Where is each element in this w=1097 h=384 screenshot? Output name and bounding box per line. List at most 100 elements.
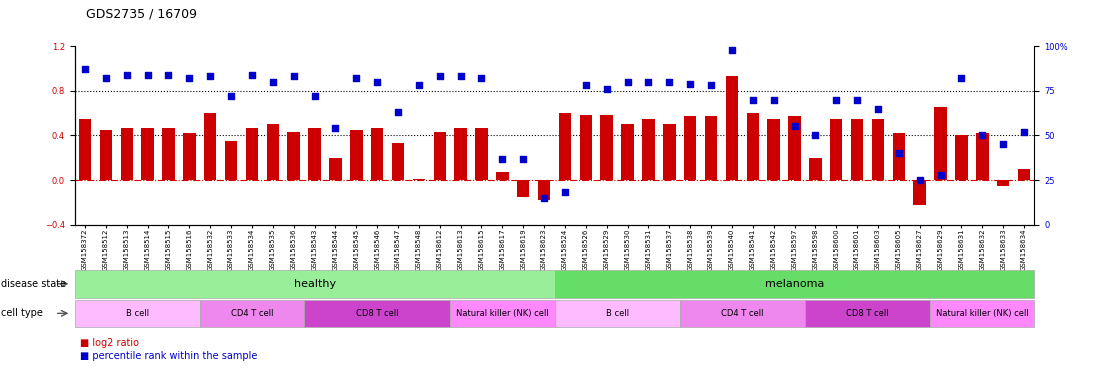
Bar — [412, 179, 426, 180]
Point — [181, 75, 199, 81]
Point — [514, 156, 532, 162]
Bar — [997, 180, 1009, 185]
Point — [577, 82, 595, 88]
Bar — [454, 127, 467, 180]
Point — [806, 132, 824, 139]
Bar — [746, 113, 759, 180]
Point — [994, 141, 1011, 147]
Bar — [496, 172, 509, 180]
Point — [848, 97, 866, 103]
Point — [765, 97, 782, 103]
Bar — [810, 158, 822, 180]
Point — [535, 195, 553, 201]
Point — [890, 150, 907, 156]
Bar — [79, 119, 91, 180]
Bar — [475, 127, 488, 180]
Bar — [1018, 169, 1030, 180]
Bar — [663, 124, 676, 180]
Bar — [830, 119, 842, 180]
Point — [431, 73, 449, 79]
Point — [285, 73, 303, 79]
Bar — [725, 76, 738, 180]
Point — [640, 79, 657, 85]
Bar — [558, 113, 572, 180]
Point — [264, 79, 282, 85]
Text: CD4 T cell: CD4 T cell — [230, 309, 273, 318]
Point — [244, 71, 261, 78]
Text: ■ log2 ratio: ■ log2 ratio — [80, 338, 139, 348]
Point — [556, 189, 574, 195]
Bar — [538, 180, 551, 200]
Bar — [329, 158, 341, 180]
Bar — [183, 133, 195, 180]
Bar — [142, 127, 154, 180]
Point — [452, 73, 470, 79]
Point — [389, 109, 407, 115]
Bar — [642, 119, 655, 180]
Text: Natural killer (NK) cell: Natural killer (NK) cell — [936, 309, 1029, 318]
Bar — [350, 130, 362, 180]
Text: CD8 T cell: CD8 T cell — [846, 309, 889, 318]
Point — [785, 123, 803, 129]
Point — [473, 75, 490, 81]
Text: Natural killer (NK) cell: Natural killer (NK) cell — [456, 309, 548, 318]
Text: B cell: B cell — [126, 309, 149, 318]
Bar — [704, 116, 717, 180]
Bar — [851, 119, 863, 180]
Bar — [935, 108, 947, 180]
Point — [306, 93, 324, 99]
Bar — [600, 115, 613, 180]
Point — [744, 97, 761, 103]
Bar — [433, 132, 446, 180]
Point — [723, 46, 740, 53]
Point — [327, 125, 344, 131]
Point — [702, 82, 720, 88]
Point — [118, 71, 136, 78]
Text: GDS2735 / 16709: GDS2735 / 16709 — [86, 8, 196, 21]
Bar — [392, 143, 405, 180]
Point — [494, 156, 511, 162]
Point — [139, 71, 157, 78]
Text: ■ percentile rank within the sample: ■ percentile rank within the sample — [80, 351, 258, 361]
Bar — [914, 180, 926, 205]
Point — [827, 97, 845, 103]
Point — [931, 172, 949, 178]
Point — [223, 93, 240, 99]
Bar — [621, 124, 634, 180]
Point — [911, 177, 928, 183]
Bar — [267, 124, 279, 180]
Point — [77, 66, 94, 72]
Point — [598, 86, 615, 92]
Text: healthy: healthy — [294, 279, 336, 289]
Bar — [789, 116, 801, 180]
Bar — [976, 133, 988, 180]
Point — [660, 79, 678, 85]
Bar — [872, 119, 884, 180]
Bar — [768, 119, 780, 180]
Point — [160, 71, 178, 78]
Point — [973, 132, 991, 139]
Point — [619, 79, 636, 85]
Text: B cell: B cell — [606, 309, 629, 318]
Text: cell type: cell type — [1, 308, 43, 318]
Text: CD4 T cell: CD4 T cell — [721, 309, 764, 318]
Bar — [683, 116, 697, 180]
Bar — [287, 132, 299, 180]
Bar — [100, 130, 112, 180]
Text: disease state: disease state — [1, 279, 66, 289]
Bar — [893, 133, 905, 180]
Point — [202, 73, 219, 79]
Bar — [204, 113, 216, 180]
Point — [369, 79, 386, 85]
Bar — [246, 127, 258, 180]
Bar — [225, 141, 237, 180]
Point — [681, 81, 699, 87]
Point — [98, 75, 115, 81]
Bar — [579, 115, 592, 180]
Text: melanoma: melanoma — [765, 279, 824, 289]
Bar — [371, 127, 384, 180]
Point — [348, 75, 365, 81]
Bar — [121, 127, 133, 180]
Bar — [162, 127, 174, 180]
Point — [869, 106, 886, 112]
